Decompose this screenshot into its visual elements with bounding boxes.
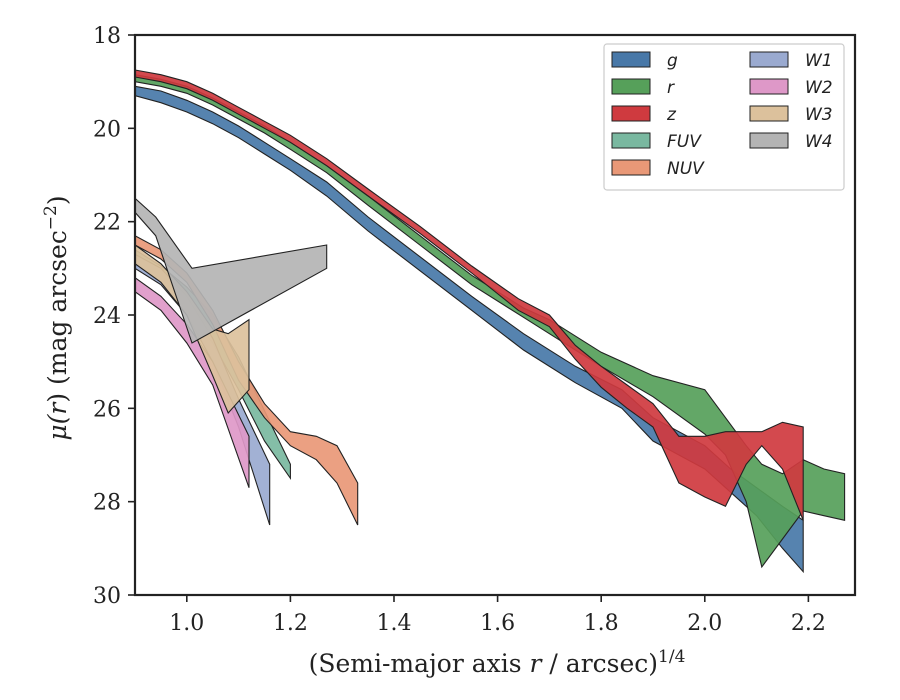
band-g xyxy=(135,85,804,574)
legend-swatch-g xyxy=(611,51,651,68)
legend-swatch-w4 xyxy=(749,132,789,149)
legend-label-nuv: NUV xyxy=(667,159,705,179)
x-tick-label: 1.0 xyxy=(169,611,204,636)
legend-label-w1: W1 xyxy=(805,51,833,71)
legend-swatch-z xyxy=(611,105,651,122)
legend-swatch-r xyxy=(611,78,651,95)
y-tick-label: 24 xyxy=(93,304,121,329)
legend: grz FUV NUV W1 W2 W3 W4 xyxy=(603,43,845,191)
x-axis-ticks: 1.0 1.2 1.4 1.6 1.8 2.0 2.2 xyxy=(169,595,826,636)
x-tick-label: 1.4 xyxy=(376,611,411,636)
band-z xyxy=(135,69,804,521)
y-tick-label: 20 xyxy=(93,117,121,142)
series-bands xyxy=(135,69,846,574)
x-tick-label: 1.8 xyxy=(584,611,619,636)
legend-label-fuv: FUV xyxy=(667,132,702,152)
x-axis-label: (Semi-major axis r / arcsec)1/4 xyxy=(309,647,686,678)
x-tick-label: 2.2 xyxy=(791,611,826,636)
legend-label-r: r xyxy=(667,78,675,98)
legend-label-w3: W3 xyxy=(805,105,833,125)
band-w4 xyxy=(135,197,328,344)
band-w2 xyxy=(135,277,250,488)
legend-label-z: z xyxy=(666,105,677,125)
x-tick-label: 2.0 xyxy=(687,611,722,636)
y-tick-label: 26 xyxy=(93,397,121,422)
legend-label-w2: W2 xyxy=(805,78,833,98)
x-tick-label: 1.2 xyxy=(273,611,308,636)
y-tick-label: 30 xyxy=(93,584,121,609)
legend-swatch-w3 xyxy=(749,105,789,122)
legend-label-w4: W4 xyxy=(805,132,833,152)
legend-swatch-nuv xyxy=(611,159,651,176)
y-tick-label: 22 xyxy=(93,211,121,236)
y-axis-ticks: 18 20 22 24 26 28 30 xyxy=(93,24,135,609)
x-tick-label: 1.6 xyxy=(480,611,515,636)
y-tick-label: 28 xyxy=(93,491,121,516)
y-tick-label: 18 xyxy=(93,24,121,49)
legend-swatch-fuv xyxy=(611,132,651,149)
y-axis-label: μ(r) (mag arcsec−2) xyxy=(41,195,72,440)
legend-swatch-w2 xyxy=(749,78,789,95)
legend-swatch-w1 xyxy=(749,51,789,68)
legend-label-g: g xyxy=(667,51,678,71)
